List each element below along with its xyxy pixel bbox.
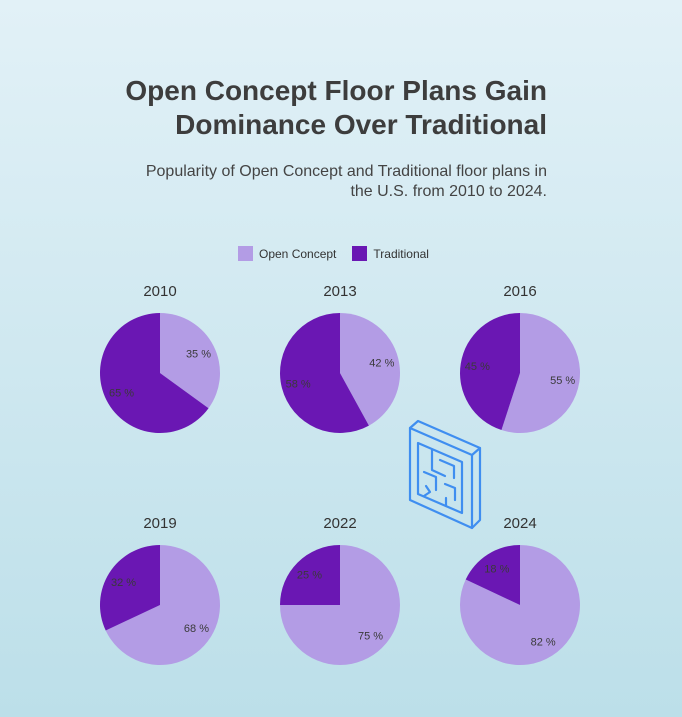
pie-title-2024: 2024: [503, 515, 536, 532]
chart-subtitle-line2: the U.S. from 2010 to 2024.: [350, 183, 547, 200]
pie-label-2024-traditional: 18 %: [484, 564, 509, 576]
legend-swatch-open-concept: [238, 246, 253, 261]
pie-slice-2016-traditional[interactable]: [460, 313, 520, 431]
pie-slice-2024-traditional[interactable]: [465, 545, 520, 605]
pie-title-2016: 2016: [503, 283, 536, 300]
pie-slice-2024-open-concept[interactable]: [459, 545, 580, 666]
chart-legend: Open Concept Traditional: [238, 246, 429, 261]
pie-label-2022-traditional: 25 %: [297, 569, 322, 581]
chart-title-line2: Dominance Over Traditional: [175, 109, 547, 140]
chart-title: Open Concept Floor Plans Gain Dominance …: [27, 74, 547, 142]
legend-item-traditional[interactable]: Traditional: [352, 246, 429, 261]
pie-label-2022-open-concept: 75 %: [358, 631, 383, 643]
pie-title-2022: 2022: [323, 515, 356, 532]
pie-slice-2010-traditional[interactable]: [100, 313, 209, 434]
pie-label-2024-open-concept: 82 %: [531, 636, 556, 648]
pie-title-2010: 2010: [143, 283, 176, 300]
chart-subtitle-line1: Popularity of Open Concept and Tradition…: [145, 163, 547, 180]
pie-title-2019: 2019: [143, 515, 176, 532]
pie-label-2010-open-concept: 35 %: [186, 348, 211, 360]
pie-slice-2010-open-concept[interactable]: [160, 313, 221, 409]
pie-slice-2013-traditional[interactable]: [280, 313, 369, 434]
legend-swatch-traditional: [352, 246, 368, 261]
pie-title-2013: 2013: [323, 283, 356, 300]
pie-label-2016-traditional: 45 %: [465, 361, 490, 373]
legend-label-traditional: Traditional: [373, 246, 429, 261]
chart-title-line1: Open Concept Floor Plans Gain: [125, 75, 547, 106]
chart-subtitle: Popularity of Open Concept and Tradition…: [117, 162, 547, 202]
pie-label-2016-open-concept: 55 %: [550, 375, 575, 387]
pie-label-2019-open-concept: 68 %: [184, 623, 209, 635]
pie-slice-2019-open-concept[interactable]: [105, 545, 220, 665]
pie-slice-2022-traditional[interactable]: [280, 545, 340, 605]
pie-slice-2016-open-concept[interactable]: [501, 313, 581, 433]
pie-label-2010-traditional: 65 %: [109, 388, 134, 400]
pie-slice-2013-open-concept[interactable]: [340, 313, 401, 426]
legend-item-open-concept[interactable]: Open Concept: [238, 246, 336, 261]
pie-label-2013-open-concept: 42 %: [369, 357, 394, 369]
legend-label-open-concept: Open Concept: [259, 246, 337, 261]
pie-label-2019-traditional: 32 %: [111, 577, 136, 589]
floor-plan-icon: [408, 419, 482, 530]
pie-label-2013-traditional: 58 %: [286, 379, 311, 391]
pie-slice-2019-traditional[interactable]: [99, 545, 160, 631]
